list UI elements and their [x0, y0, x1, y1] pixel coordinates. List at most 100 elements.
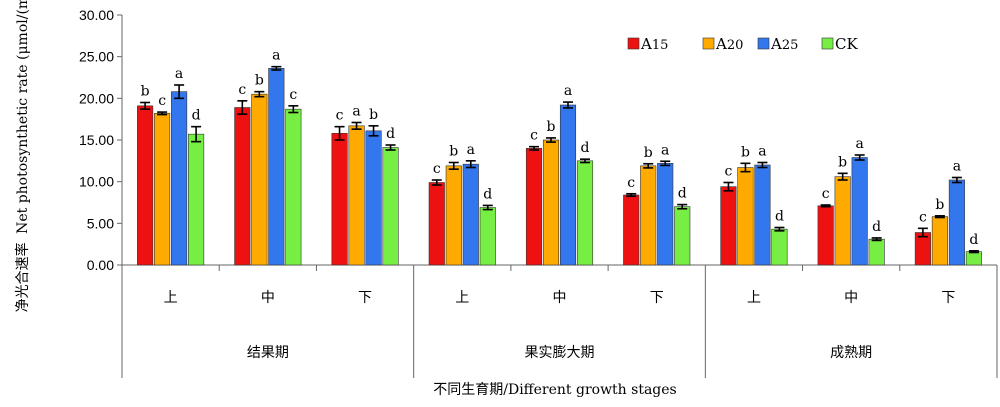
y-tick-label: 30.00: [79, 7, 114, 23]
stage-label: 果实膨大期: [525, 344, 595, 361]
bar-a15: [428, 182, 445, 266]
significance-letter: c: [627, 175, 635, 191]
significance-letter: b: [838, 154, 847, 170]
stage-label: 成熟期: [830, 345, 872, 361]
bar-a25: [754, 164, 771, 266]
category-label: 下: [941, 290, 955, 306]
significance-letter: b: [547, 119, 556, 135]
bar-a25: [559, 104, 577, 266]
y-axis-title-cn: 净光合速率: [14, 242, 31, 312]
bar-a20: [154, 113, 171, 266]
bar-a25: [268, 68, 285, 266]
significance-letter: d: [192, 108, 201, 124]
x-axis-title: 不同生育期/Different growth stages: [433, 382, 676, 398]
significance-letter: c: [336, 108, 344, 124]
bar-a25: [657, 163, 674, 266]
bar-ck: [965, 251, 982, 266]
significance-letter: b: [644, 145, 653, 161]
bar-a15: [331, 133, 348, 266]
category-label: 下: [650, 290, 664, 306]
bar-ck: [576, 160, 594, 266]
bar-a15: [234, 107, 251, 266]
significance-letter: a: [272, 48, 280, 64]
bar-a15: [817, 205, 834, 266]
y-tick-label: 10.00: [79, 174, 114, 190]
y-tick-label: 5.00: [87, 215, 114, 231]
significance-letter: b: [741, 144, 750, 160]
bar-ck: [285, 108, 302, 266]
bar-a15: [720, 186, 737, 266]
legend-label: A15: [640, 35, 668, 53]
significance-letter: c: [822, 186, 830, 202]
bar-ck: [382, 147, 399, 266]
y-tick-label: 25.00: [79, 49, 114, 65]
bar-a20: [737, 167, 754, 266]
significance-letter: c: [158, 93, 166, 109]
bar-a20: [640, 165, 657, 266]
bar-a20: [445, 165, 462, 266]
category-label: 上: [747, 290, 761, 306]
bars: [137, 65, 982, 266]
significance-letter: a: [352, 104, 360, 120]
legend-label: A25: [770, 35, 798, 53]
bar-a20: [542, 139, 560, 266]
legend-swatch-a25: [757, 37, 770, 50]
significance-letter: a: [953, 159, 961, 175]
significance-letter: c: [433, 161, 441, 177]
significance-letter: d: [775, 209, 784, 225]
bar-a20: [348, 125, 365, 266]
y-axis-title: 净光合速率 Net photosynthetic rate (μmol/(m²·…: [14, 0, 31, 312]
bar-ck: [479, 207, 496, 266]
bar-a20: [834, 176, 851, 266]
bar-ck: [868, 238, 885, 266]
bar-ck: [674, 206, 691, 266]
y-tick-label: 15.00: [79, 132, 114, 148]
significance-letter: d: [386, 126, 395, 142]
significance-letter: a: [661, 142, 669, 158]
significance-letter: a: [564, 83, 572, 99]
category-label: 中: [844, 290, 858, 306]
labels: 0.00 5.00 10.00 15.00 20.00 25.00 30.00 上 中 下 上 中 下 上…: [79, 7, 978, 361]
legend-swatch-a15: [627, 37, 640, 50]
significance-letter: b: [255, 73, 264, 89]
significance-letter: c: [238, 82, 246, 98]
legend-label: A20: [715, 35, 743, 53]
significance-letter: d: [483, 186, 492, 202]
bar-a25: [948, 179, 965, 266]
significance-letter: b: [369, 107, 378, 123]
bar-a15: [623, 194, 640, 266]
significance-letter: b: [935, 197, 944, 213]
bar-a15: [137, 105, 154, 266]
legend-swatch-a20: [702, 37, 715, 50]
bar-a25: [462, 163, 479, 266]
category-label: 中: [261, 290, 275, 306]
bar-a25: [171, 91, 188, 266]
bar-a20: [251, 93, 268, 266]
significance-letter: b: [141, 84, 150, 100]
significance-letter: d: [581, 140, 590, 156]
bar-a20: [931, 216, 948, 266]
y-tick-label: 20.00: [79, 90, 114, 106]
significance-letter: d: [678, 186, 687, 202]
bar-a15: [525, 148, 543, 266]
category-label: 上: [455, 290, 469, 306]
y-tick-label: 0.00: [87, 257, 114, 273]
category-label: 下: [358, 290, 372, 306]
legend-label: CK: [835, 35, 858, 53]
significance-letter: b: [449, 144, 458, 160]
significance-letter: c: [919, 209, 927, 225]
bar-a25: [365, 130, 382, 266]
significance-letter: c: [530, 128, 538, 144]
significance-letter: c: [725, 164, 733, 180]
significance-letter: a: [855, 136, 863, 152]
axes: [117, 14, 998, 378]
significance-letter: a: [467, 142, 475, 158]
significance-letter: d: [969, 232, 978, 248]
category-label: 中: [553, 290, 567, 306]
significance-letter: a: [175, 66, 183, 82]
legend-swatch-ck: [821, 37, 834, 50]
category-label: 上: [164, 290, 178, 306]
bar-ck: [188, 133, 205, 266]
